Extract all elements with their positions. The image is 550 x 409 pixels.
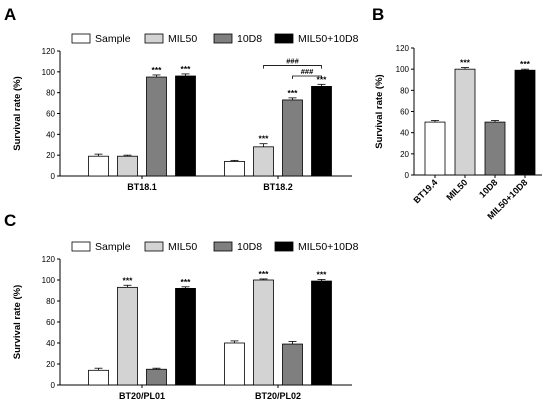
panel-a-y-tick-label: 20 [46, 151, 55, 160]
panel-a-legend-swatch [274, 33, 294, 44]
panel-b-x-category-label: BT19.4 [411, 177, 439, 205]
panel-a-comparison-bracket [292, 75, 322, 79]
panel-b-significance: *** [520, 59, 531, 69]
panel-a-legend-swatch [71, 33, 91, 44]
panel-a-significance: *** [181, 64, 192, 74]
panel-a-comparison-label: ### [301, 67, 314, 76]
panel-c-bar [146, 368, 167, 386]
panel-b-x-category-label: 10D8 [477, 177, 499, 199]
panel-c-y-tick-label: 20 [46, 360, 55, 369]
panel-a-comparison-bracket [263, 65, 322, 69]
panel-c-legend-label: 10D8 [237, 241, 262, 253]
panel-a-y-tick-label: 60 [46, 110, 55, 119]
panel-c-y-tick-label: 100 [42, 276, 56, 285]
panel-b-x-category-label: MIL50 [444, 177, 469, 202]
panel-a-bar [253, 146, 274, 177]
panel-a-significance: *** [288, 88, 299, 98]
panel-c-chart: 0 20 40 60 80 100 120 Survival rate (%) *** *** BT… [12, 241, 359, 401]
panel-a-y-tick-label: 40 [46, 130, 55, 139]
panel-b-y-tick-label: 20 [400, 150, 409, 159]
panel-a-chart: 0 20 40 60 80 100 120 Survival rate (%) *** *** BT… [12, 33, 359, 192]
panel-c-legend-swatch [274, 241, 294, 252]
panel-c-x-category-label: BT20/PL02 [255, 391, 301, 401]
panel-c-y-tick-label: 80 [46, 297, 55, 306]
panel-a-significance: *** [317, 74, 328, 84]
panel-a-bar [224, 161, 245, 177]
panel-a-y-tick-label: 0 [51, 172, 56, 181]
panel-a-bar [146, 76, 167, 177]
panel-c-y-tick-label: 0 [51, 381, 56, 390]
panel-c-y-axis-title: Survival rate (%) [12, 285, 23, 359]
panel-b-y-tick-label: 0 [405, 171, 410, 180]
panel-a-y-tick-label: 120 [42, 47, 56, 56]
panel-c-bar [311, 280, 332, 386]
panel-b-y-tick-label: 80 [400, 86, 409, 95]
panel-a-bar [282, 99, 303, 177]
panel-a-bar [117, 155, 138, 177]
panel-c-bar [282, 343, 303, 386]
panel-letter-b: B [372, 5, 384, 24]
panel-a-y-tick-label: 100 [42, 68, 56, 77]
panel-a-bar [175, 75, 196, 177]
panel-b-y-tick-label: 120 [396, 44, 410, 53]
panel-c-bar [88, 369, 109, 386]
panel-c-y-tick-label: 120 [42, 255, 56, 264]
panel-a-x-category-label: BT18.2 [263, 182, 293, 192]
panel-c-legend-label: Sample [95, 241, 131, 253]
panel-a-x-category-label: BT18.1 [127, 182, 157, 192]
panel-c-bar [224, 342, 245, 386]
panel-letter-a: A [4, 5, 16, 24]
panel-b-y-axis-title: Survival rate (%) [374, 74, 385, 148]
panel-c-significance: *** [317, 269, 328, 279]
panel-c-x-category-label: BT20/PL01 [119, 391, 165, 401]
panel-a-legend-swatch [213, 33, 233, 44]
panel-a-significance: *** [152, 65, 163, 75]
panel-b-bar [424, 121, 446, 176]
panel-a-legend-label: Sample [95, 33, 131, 45]
panel-b-bar [454, 68, 476, 176]
panel-a-y-axis-title: Survival rate (%) [12, 76, 23, 150]
panel-b-significance: *** [460, 58, 471, 68]
panel-c-bar [253, 279, 274, 386]
panel-b-y-tick-label: 60 [400, 108, 409, 117]
panel-b-y-tick-label: 40 [400, 129, 409, 138]
panel-c-bar [117, 286, 138, 386]
panel-a-comparison-label: ### [286, 57, 299, 66]
panel-b-bar [514, 69, 536, 176]
panel-a-legend-label: MIL50 [168, 33, 197, 45]
panel-c-legend-swatch [144, 241, 164, 252]
panel-b-bar [484, 121, 506, 176]
panel-c-significance: *** [259, 269, 270, 279]
panel-c-y-tick-label: 40 [46, 339, 55, 348]
panel-c-legend-label: MIL50+10D8 [298, 241, 359, 253]
panel-c-y-tick-label: 60 [46, 318, 55, 327]
panel-a-bar [88, 155, 109, 177]
panel-a-legend-swatch [144, 33, 164, 44]
panel-a-legend-label: 10D8 [237, 33, 262, 45]
panel-c-bar [175, 287, 196, 386]
panel-letter-c: C [4, 211, 16, 230]
panel-c-significance: *** [181, 277, 192, 287]
panel-a-significance: *** [259, 134, 270, 144]
panel-a-y-tick-label: 80 [46, 89, 55, 98]
panel-c-legend-label: MIL50 [168, 241, 197, 253]
panel-c-legend-swatch [213, 241, 233, 252]
panel-b-y-tick-label: 100 [396, 65, 410, 74]
panel-a-bar [311, 86, 332, 177]
panel-a-legend-label: MIL50+10D8 [298, 33, 359, 45]
panel-c-legend-swatch [71, 241, 91, 252]
panel-b-chart: 0 20 40 60 80 100 120 Survival rate (%) BT19.4 **… [374, 44, 542, 221]
panel-c-significance: *** [123, 275, 134, 285]
